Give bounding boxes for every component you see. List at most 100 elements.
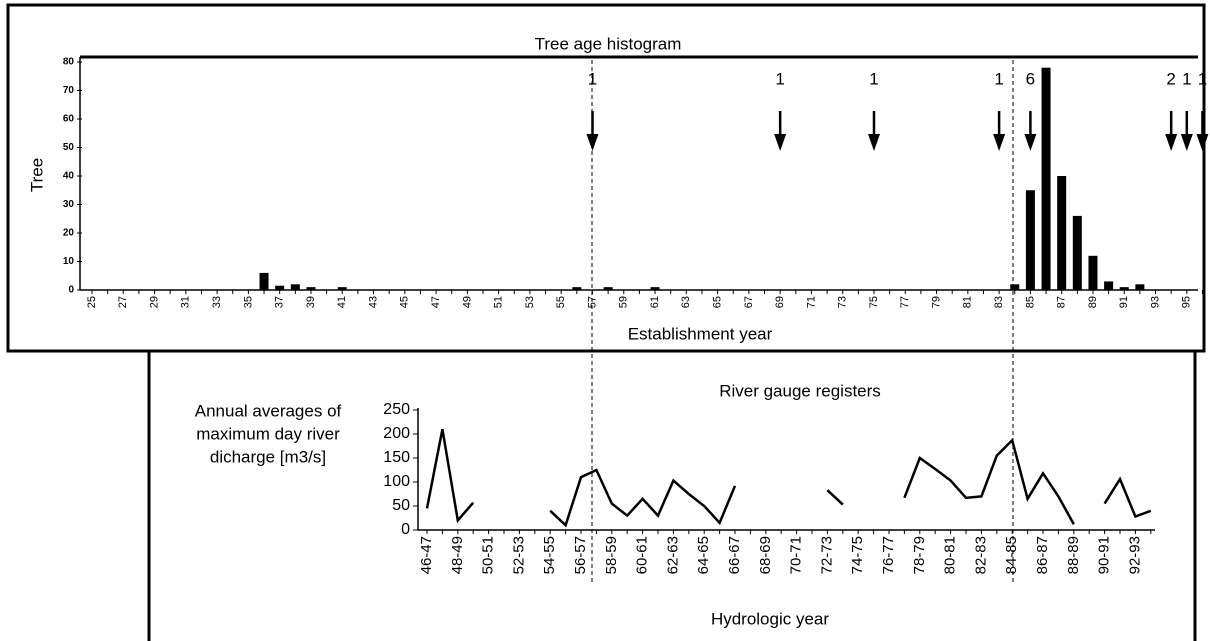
x-tick-label: 72-73 xyxy=(818,536,835,574)
x-tick-label: 91 xyxy=(1118,296,1130,308)
bar xyxy=(1072,215,1082,290)
x-tick-label: 84-85 xyxy=(1003,536,1020,574)
x-tick-label: 85 xyxy=(1024,296,1036,308)
x-tick-label: 51 xyxy=(493,296,505,308)
y-tick-label: 80 xyxy=(63,57,75,68)
bar xyxy=(1088,255,1098,290)
bar xyxy=(1041,67,1051,290)
x-tick-label: 49 xyxy=(461,296,473,308)
y-tick-label: 40 xyxy=(63,171,75,182)
x-tick-label: 78-79 xyxy=(911,536,928,574)
x-tick-label: 37 xyxy=(274,296,286,308)
x-tick-label: 90-91 xyxy=(1096,536,1113,574)
x-tick-label: 33 xyxy=(211,296,223,308)
y-tick-label: 50 xyxy=(392,497,410,514)
x-tick-label: 25 xyxy=(86,296,98,308)
y-tick-label: 150 xyxy=(383,449,410,466)
arrow-head xyxy=(586,134,599,151)
x-tick-label: 41 xyxy=(336,296,348,308)
x-tick-label: 87 xyxy=(1056,296,1068,308)
x-tick-label: 50-51 xyxy=(480,536,497,574)
bar xyxy=(1025,190,1035,290)
arrow-label: 6 xyxy=(1026,69,1035,88)
x-tick-label: 86-87 xyxy=(1034,536,1051,574)
bar xyxy=(1119,287,1129,290)
x-tick-label: 48-49 xyxy=(449,536,466,574)
y-tick-label: 20 xyxy=(63,228,75,239)
y-axis-title: maximum day river xyxy=(196,424,340,443)
x-tick-label: 61 xyxy=(649,296,661,308)
line xyxy=(425,428,1152,528)
arrow-head xyxy=(1196,134,1209,151)
x-tick-label: 68-69 xyxy=(757,536,774,574)
arrow-label: 2 xyxy=(1166,69,1175,88)
y-tick-label: 70 xyxy=(63,85,75,96)
y-tick-label: 0 xyxy=(401,521,410,538)
x-tick-label: 53 xyxy=(524,296,536,308)
x-tick-label: 93 xyxy=(1149,296,1161,308)
x-tick-label: 67 xyxy=(743,296,755,308)
bar xyxy=(603,287,613,290)
x-tick-label: 56-57 xyxy=(572,536,589,574)
y-tick-label: 10 xyxy=(63,256,75,267)
x-axis-title: Hydrologic year xyxy=(711,609,829,628)
y-tick-label: 30 xyxy=(63,199,75,210)
arrow-head xyxy=(1024,134,1037,151)
chart-title: River gauge registers xyxy=(719,381,881,400)
x-tick-label: 69 xyxy=(774,296,786,308)
bar xyxy=(1135,284,1145,290)
x-tick-label: 73 xyxy=(837,296,849,308)
x-tick-label: 39 xyxy=(305,296,317,308)
bar xyxy=(290,284,300,290)
x-tick-label: 64-65 xyxy=(695,536,712,574)
arrow-label: 1 xyxy=(994,69,1003,88)
bar xyxy=(259,272,269,290)
arrow-head xyxy=(868,134,880,151)
x-tick-label: 58-59 xyxy=(603,536,620,574)
x-tick-label: 31 xyxy=(180,296,192,308)
x-tick-label: 77 xyxy=(899,296,911,308)
y-tick-label: 60 xyxy=(63,114,75,125)
y-axis-title: Tree xyxy=(27,158,46,192)
arrow-label: 1 xyxy=(1198,69,1207,88)
top-panel-frame xyxy=(6,3,1206,353)
x-tick-label: 47 xyxy=(430,296,442,308)
y-axis-title: Annual averages of xyxy=(195,401,342,420)
bar xyxy=(306,287,316,290)
x-tick-label: 62-63 xyxy=(664,536,681,574)
x-tick-label: 29 xyxy=(148,296,160,308)
bar xyxy=(275,285,285,290)
x-tick-label: 83 xyxy=(993,296,1005,308)
x-tick-label: 45 xyxy=(399,296,411,308)
arrow-head xyxy=(1165,134,1178,151)
arrow-label: 1 xyxy=(775,69,784,88)
bar xyxy=(1104,281,1114,290)
x-tick-label: 89 xyxy=(1087,296,1099,308)
bar xyxy=(650,287,660,290)
x-tick-label: 71 xyxy=(805,296,817,308)
x-tick-label: 88-89 xyxy=(1065,536,1082,574)
x-tick-label: 92-93 xyxy=(1126,536,1143,574)
x-tick-label: 70-71 xyxy=(788,536,805,574)
arrow-label: 1 xyxy=(588,69,597,88)
y-axis-title: dicharge [m3/s] xyxy=(210,447,326,466)
y-tick-label: 0 xyxy=(68,285,74,296)
x-tick-label: 60-61 xyxy=(634,536,651,574)
x-tick-label: 79 xyxy=(930,296,942,308)
x-tick-label: 63 xyxy=(680,296,692,308)
x-tick-label: 35 xyxy=(242,296,254,308)
arrow-head xyxy=(1180,134,1193,151)
x-tick-label: 75 xyxy=(868,296,880,308)
x-tick-label: 65 xyxy=(712,296,724,308)
bar xyxy=(337,287,347,290)
y-tick-label: 50 xyxy=(63,142,75,153)
x-tick-label: 82-83 xyxy=(972,536,989,574)
x-tick-label: 81 xyxy=(962,296,974,308)
bar xyxy=(572,287,582,290)
x-tick-label: 80-81 xyxy=(942,536,959,574)
y-tick-label: 250 xyxy=(383,401,410,418)
x-tick-label: 76-77 xyxy=(880,536,897,574)
x-tick-label: 52-53 xyxy=(510,536,527,574)
x-tick-label: 54-55 xyxy=(541,536,558,574)
